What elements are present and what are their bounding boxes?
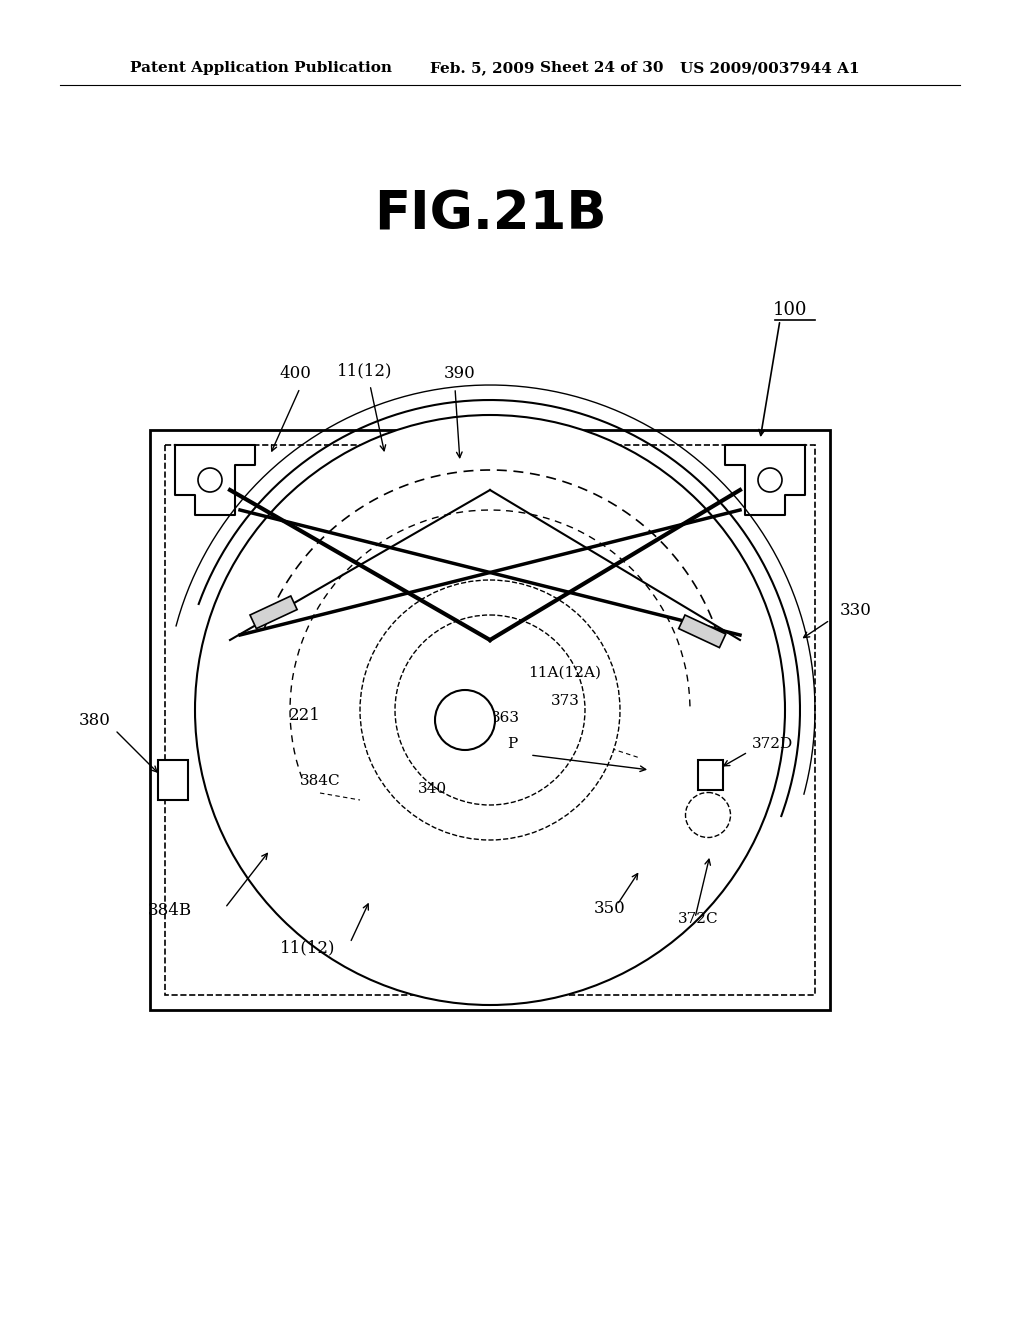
Text: 372C: 372C <box>678 912 719 927</box>
Ellipse shape <box>395 615 585 805</box>
Circle shape <box>198 469 222 492</box>
Text: 11A(12A): 11A(12A) <box>528 667 601 680</box>
Circle shape <box>758 469 782 492</box>
Text: Patent Application Publication: Patent Application Publication <box>130 61 392 75</box>
Bar <box>698 760 723 789</box>
Ellipse shape <box>360 579 620 840</box>
Text: US 2009/0037944 A1: US 2009/0037944 A1 <box>680 61 859 75</box>
Text: 11(12): 11(12) <box>337 362 393 379</box>
Text: 363: 363 <box>490 711 519 725</box>
Text: Feb. 5, 2009: Feb. 5, 2009 <box>430 61 535 75</box>
Text: 221: 221 <box>289 708 321 723</box>
Ellipse shape <box>195 414 785 1005</box>
Text: 400: 400 <box>280 366 311 381</box>
Text: 384B: 384B <box>147 902 193 919</box>
Text: FIG.21B: FIG.21B <box>374 189 606 242</box>
Text: 350: 350 <box>594 900 626 917</box>
Text: 380: 380 <box>79 711 111 729</box>
Text: P: P <box>507 737 517 751</box>
Text: 330: 330 <box>840 602 871 619</box>
Text: 372D: 372D <box>752 737 794 751</box>
Ellipse shape <box>435 690 495 750</box>
Text: 100: 100 <box>773 301 807 319</box>
Text: 390: 390 <box>444 366 476 381</box>
Text: 11(12): 11(12) <box>281 939 336 956</box>
Bar <box>679 615 726 648</box>
Bar <box>150 430 830 1010</box>
Text: 373: 373 <box>551 694 580 708</box>
Ellipse shape <box>685 792 730 837</box>
Bar <box>250 597 297 628</box>
Bar <box>165 445 815 995</box>
Text: Sheet 24 of 30: Sheet 24 of 30 <box>540 61 664 75</box>
Bar <box>158 760 188 800</box>
Text: 384C: 384C <box>300 774 340 788</box>
Text: 340: 340 <box>418 781 446 796</box>
